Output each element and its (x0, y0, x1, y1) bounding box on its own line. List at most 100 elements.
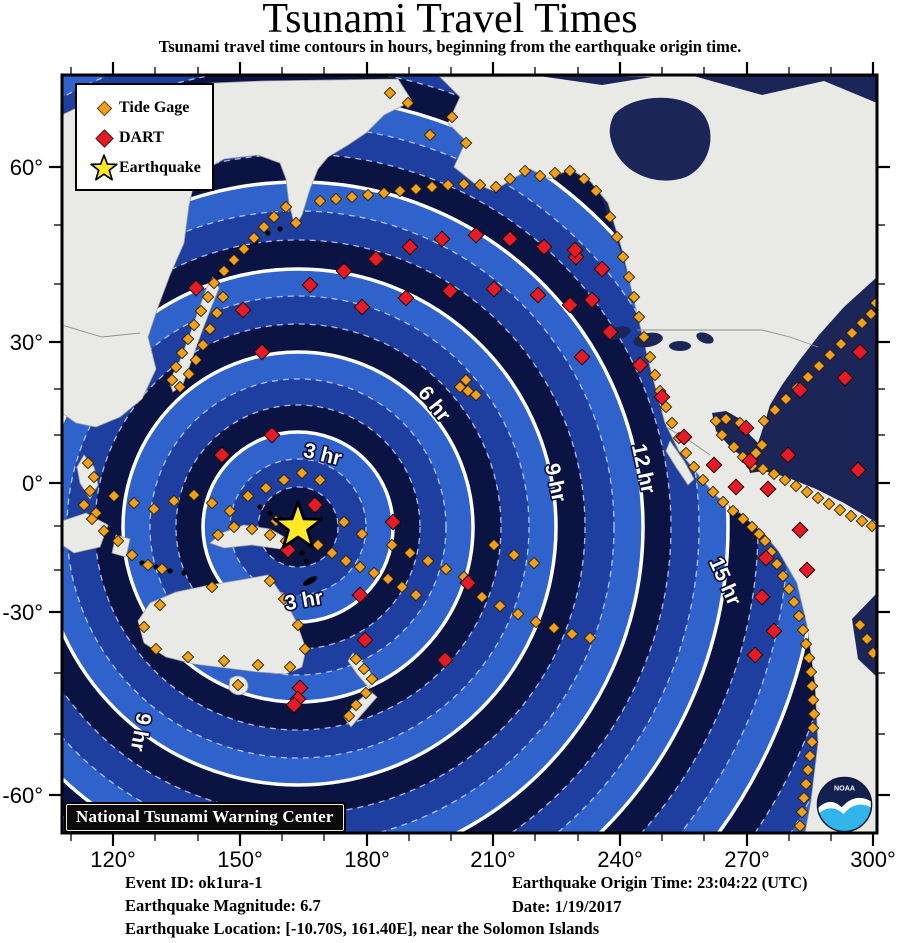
tide-gage-marker (137, 620, 151, 634)
tide-gage-marker (752, 527, 766, 541)
tide-gage-marker (756, 462, 770, 476)
tide-gage-marker (547, 621, 561, 635)
dart-marker (353, 298, 371, 316)
lon-axis-label: 300° (850, 847, 896, 872)
lat-axis-label: -60° (2, 783, 43, 808)
tide-gage-marker (822, 497, 836, 511)
tide-gage-marker (610, 230, 624, 244)
tide-gage-marker (127, 496, 141, 510)
dart-marker (798, 561, 816, 579)
tide-gage-marker (803, 749, 817, 763)
tide-gage-marker (291, 618, 305, 632)
dart-marker (791, 381, 809, 399)
map-area: 3 hr 6 hr 9 hr 12 hr 15 hr 3 hr 9 hr 120° 150° 1… (2, 62, 896, 872)
tide-gage-marker (622, 270, 636, 284)
tide-gage-marker (111, 534, 125, 548)
tide-gage-marker (789, 479, 803, 493)
tide-gage-marker (87, 470, 101, 484)
tide-gage-marker (403, 546, 417, 560)
tide-gage-marker (395, 580, 409, 594)
dart-marker (675, 428, 693, 446)
tide-gage-marker (799, 637, 813, 651)
tide-gage-marker (313, 194, 327, 208)
tide-gage-marker (637, 330, 651, 344)
tide-gage-marker (445, 110, 459, 124)
tide-gage-marker (795, 805, 809, 819)
tide-gage-marker (227, 253, 241, 267)
islet (299, 550, 305, 556)
dart-marker (791, 521, 809, 539)
dart-marker (459, 574, 477, 592)
lon-axis-label: 240° (597, 847, 643, 872)
tide-gage-marker (487, 538, 501, 552)
dart-marker (356, 631, 374, 649)
tide-gage-marker (241, 489, 255, 503)
tide-gage-marker (181, 650, 195, 664)
tide-gage-marker (768, 403, 782, 417)
tide-gage-marker (507, 548, 521, 562)
dart-marker (583, 291, 601, 309)
tide-gage-marker (383, 86, 397, 100)
landmass-australia (137, 574, 307, 675)
tide-gage-marker (632, 310, 646, 324)
dart-marker (397, 289, 415, 307)
tide-gage-marker (860, 632, 874, 646)
tide-gage-marker (527, 556, 541, 570)
tide-gage-marker (799, 777, 813, 791)
contour-1hr (149, 378, 447, 676)
hudson-bay (609, 97, 711, 181)
tide-gage-marker (855, 316, 869, 330)
tide-gage-marker (679, 446, 693, 460)
tide-gage-marker (489, 180, 503, 194)
tide-gage-marker (469, 388, 483, 402)
tide-gage-marker (263, 574, 277, 588)
tide-gage-marker (97, 524, 111, 538)
tide-gage-marker (475, 590, 489, 604)
tide-gage-marker (217, 264, 231, 278)
earthquake-star-marker (272, 500, 324, 549)
tide-gage-marker (357, 662, 371, 676)
dart-marker (851, 343, 869, 361)
tide-gage-marker (277, 473, 291, 487)
tide-gage-marker (616, 250, 630, 264)
tide-gage-marker (776, 569, 790, 583)
tide-gage-marker (423, 128, 437, 142)
islet (257, 504, 263, 510)
arctic-water-2 (532, 75, 652, 85)
tide-gage-marker (812, 359, 826, 373)
dart-marker (593, 260, 611, 278)
tide-gage-marker (311, 538, 325, 552)
tide-gage-marker (355, 527, 369, 541)
dart-marker (737, 419, 755, 437)
tide-gage-marker (577, 172, 591, 186)
dart-marker (441, 282, 459, 300)
tide-gage-marker (77, 498, 91, 512)
tide-gage-marker (715, 428, 729, 442)
dart-marker (485, 280, 503, 298)
tide-gage-marker (792, 609, 806, 623)
tide-gage-marker (187, 488, 201, 502)
earthquake-origin-time: Earthquake Origin Time: 23:04:22 (UTC) (512, 873, 808, 892)
tide-gage-marker (259, 481, 273, 495)
tide-gage-marker (782, 582, 796, 596)
contour-1hr (62, 153, 672, 833)
dart-marker (501, 230, 519, 248)
tide-gage-marker (865, 519, 877, 533)
tide-gage-marker (149, 642, 163, 656)
axis-ticks (49, 62, 890, 846)
lon-axis-label: 150° (217, 847, 263, 872)
tide-gage-marker (169, 360, 183, 374)
tide-gage-marker (511, 607, 525, 621)
tide-gage-marker (175, 346, 189, 360)
tide-gage-marker (800, 485, 814, 499)
tide-gage-marker (425, 180, 439, 194)
dart-marker (753, 588, 771, 606)
tide-gage-marker (793, 819, 807, 833)
tide-gage-marker (770, 557, 784, 571)
contour-1hr (62, 125, 700, 833)
tide-gage-marker (257, 220, 271, 234)
tide-gage-marker (205, 580, 219, 594)
tide-gage-marker (182, 367, 196, 381)
tide-gage-marker (401, 96, 415, 110)
